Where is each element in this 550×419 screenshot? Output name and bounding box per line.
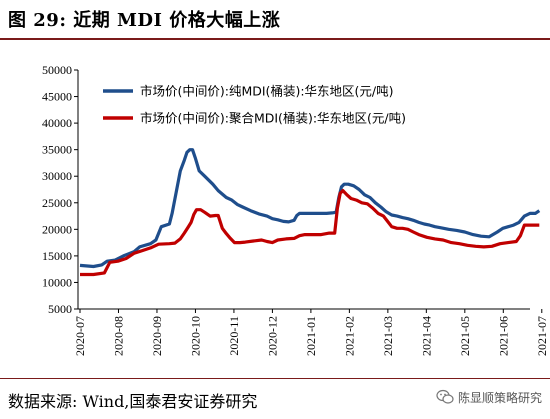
x-axis: 2020-07 2020-08 2020-09 2020-10 2020-11 2020-… [73,309,549,356]
y-axis: 50000 45000 40000 35000 30000 25000 20000 15000… [42,63,78,316]
y-tick-label: 45000 [42,90,72,104]
legend: 市场价(中间价):纯MDI(桶装):华东地区(元/吨) 市场价(中间价):聚合MD… [103,84,406,126]
x-tick-label: 2020-11 [227,316,241,356]
legend-label-polymeric-mdi: 市场价(中间价):聚合MDI(桶装):华东地区(元/吨) [140,111,406,126]
y-tick-label: 40000 [42,116,72,130]
title-divider [0,38,550,40]
series-layer [79,148,541,277]
figure-title: 图 29: 近期 MDI 价格大幅上涨 [8,10,281,31]
x-tick-label: 2020-10 [188,316,202,356]
x-tick-label: 2021-02 [342,316,356,356]
x-tick-label: 2021-04 [419,316,433,356]
series-line-pure-mdi [79,148,541,269]
plot-area [77,70,530,310]
footer-divider [0,378,550,379]
y-tick-label: 50000 [42,63,72,77]
x-tick-label: 2020-07 [73,316,87,356]
series-line-polymeric-mdi [80,189,540,277]
legend-label-pure-mdi: 市场价(中间价):纯MDI(桶装):华东地区(元/吨) [140,84,394,99]
x-tick-label: 2020-09 [150,316,164,356]
y-tick-label: 25000 [42,196,72,210]
x-tick-label: 2021-03 [381,316,395,356]
y-tick-label: 10000 [42,275,72,289]
x-tick-label: 2020-08 [111,316,125,356]
watermark-text: 陈显顺策略研究 [457,390,542,405]
y-tick-label: 30000 [42,169,72,183]
x-tick-label: 2021-01 [304,316,318,356]
y-tick-label: 35000 [42,143,72,157]
y-tick-label: 15000 [42,249,72,263]
line-chart: 50000 45000 40000 35000 30000 25000 20000 15000… [42,63,549,356]
y-tick-label: 20000 [42,222,72,236]
y-tick-label: 5000 [48,302,72,316]
x-tick-label: 2021-06 [496,316,510,356]
wechat-icon [436,389,454,404]
x-tick-label: 2020-12 [265,316,279,356]
watermark: 陈显顺策略研究 [436,388,542,406]
data-source: 数据来源: Wind,国泰君安证券研究 [8,392,258,411]
x-tick-label: 2021-07 [535,316,549,356]
x-tick-label: 2021-05 [458,316,472,356]
